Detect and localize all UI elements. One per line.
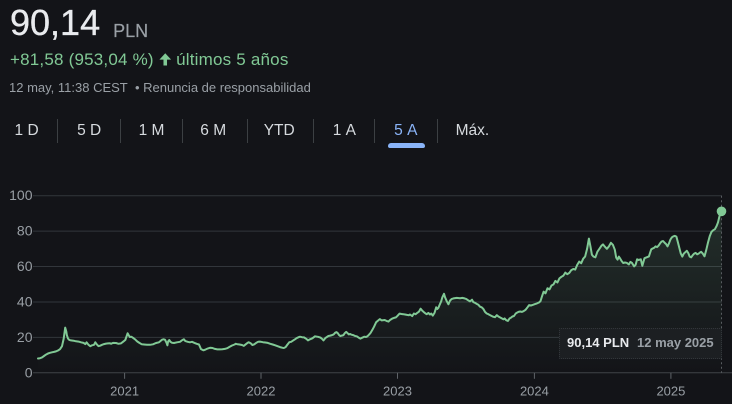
svg-text:2022: 2022 (247, 384, 276, 399)
svg-text:2023: 2023 (383, 384, 412, 399)
svg-text:100: 100 (9, 187, 33, 203)
svg-text:2025: 2025 (656, 384, 685, 399)
svg-text:0: 0 (25, 364, 33, 380)
svg-text:2024: 2024 (520, 384, 549, 399)
svg-text:80: 80 (17, 223, 33, 239)
svg-text:20: 20 (17, 329, 33, 345)
svg-text:2021: 2021 (110, 384, 139, 399)
svg-text:60: 60 (17, 258, 33, 274)
svg-text:40: 40 (17, 294, 33, 310)
